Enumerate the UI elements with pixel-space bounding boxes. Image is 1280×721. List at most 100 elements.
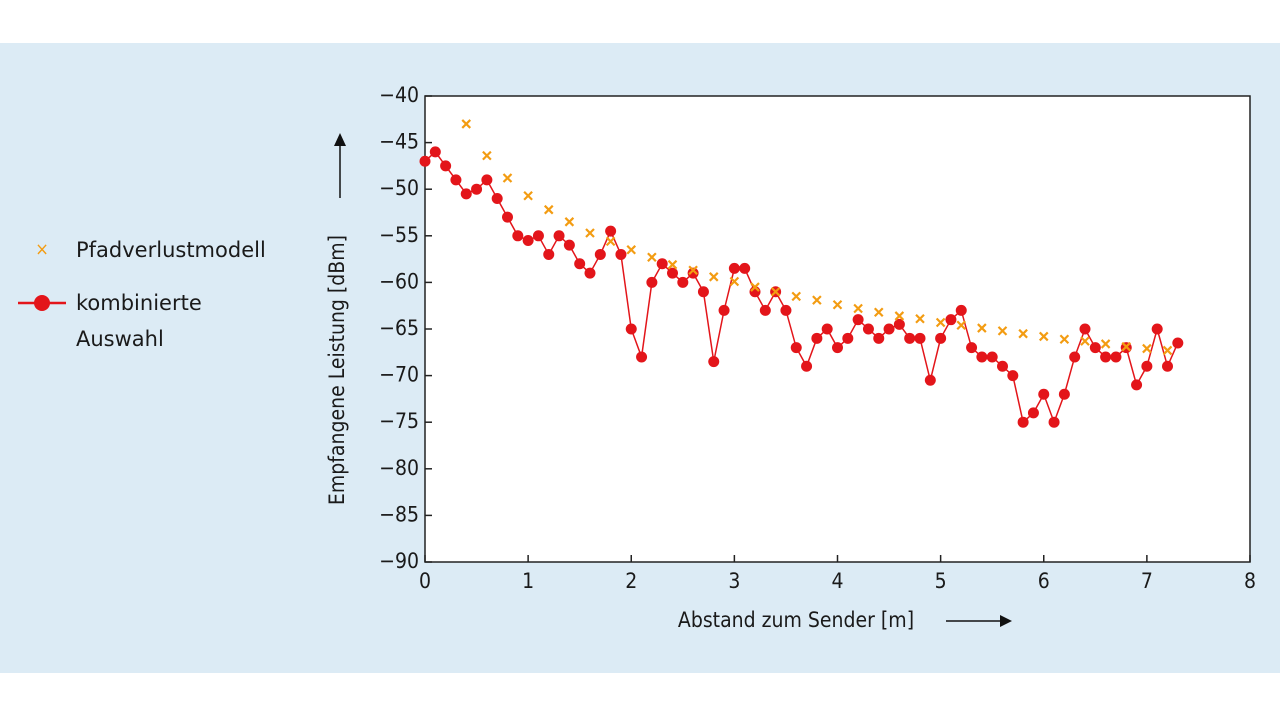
data-point: [502, 211, 513, 223]
data-point: [1121, 341, 1132, 352]
data-point: [811, 332, 823, 344]
data-point: [585, 228, 595, 238]
data-point: [956, 320, 967, 331]
data-point: [1131, 379, 1143, 391]
data-point: [491, 193, 503, 205]
data-point: [656, 258, 668, 270]
y-tick-label: −85: [379, 502, 419, 526]
data-point: [1048, 416, 1060, 428]
data-point: [460, 188, 472, 200]
data-point: [471, 183, 483, 195]
data-point: [646, 276, 658, 288]
data-point: [1038, 331, 1049, 342]
y-tick-label: −50: [379, 176, 419, 200]
data-point: [1069, 351, 1081, 363]
data-point: [1110, 351, 1122, 363]
data-point: [502, 173, 513, 183]
data-point: [594, 248, 606, 260]
data-point: [697, 286, 709, 298]
data-point: [759, 304, 771, 316]
data-point: [1151, 323, 1163, 335]
y-tick-label: −40: [379, 83, 419, 107]
data-point: [770, 286, 781, 297]
data-point: [852, 314, 864, 326]
y-axis-label: Empfangene Leistung [dBm]: [325, 235, 349, 505]
data-point: [667, 259, 678, 270]
data-point: [873, 307, 884, 318]
data-point: [677, 276, 689, 288]
x-tick-label: 0: [419, 569, 431, 593]
data-point: [615, 248, 627, 260]
data-point: [512, 230, 524, 242]
legend-marker-x: ×: [35, 239, 49, 260]
x-tick-label: 8: [1244, 569, 1256, 593]
data-point: [625, 323, 637, 335]
legend-label: Pfadverlustmodell: [76, 238, 266, 262]
data-point: [450, 174, 462, 186]
data-point: [605, 225, 617, 237]
data-point: [543, 248, 555, 260]
data-point: [997, 326, 1008, 336]
data-point: [667, 267, 678, 279]
data-point: [1162, 360, 1173, 372]
x-tick-label: 3: [728, 569, 740, 593]
data-point: [977, 323, 987, 333]
data-point: [842, 332, 854, 344]
data-point: [636, 351, 648, 363]
data-point: [522, 234, 534, 246]
data-point: [812, 295, 822, 305]
data-point: [1100, 339, 1111, 349]
y-tick-label: −45: [379, 130, 419, 154]
data-point: [780, 304, 792, 316]
data-point: [1018, 328, 1028, 339]
data-point: [801, 360, 813, 372]
data-point: [605, 236, 616, 247]
data-point: [647, 252, 657, 263]
data-point: [564, 217, 575, 227]
data-point: [924, 374, 936, 386]
data-point: [986, 351, 998, 363]
data-point: [1038, 388, 1050, 400]
data-point: [853, 303, 863, 314]
data-point: [914, 332, 926, 344]
data-point: [1100, 351, 1112, 363]
y-tick-label: −90: [379, 549, 419, 573]
data-point: [976, 351, 988, 363]
data-point: [832, 299, 843, 310]
data-point: [429, 146, 441, 158]
data-point: [419, 155, 431, 167]
data-point: [790, 342, 802, 354]
data-point: [523, 190, 533, 201]
plot-area: [424, 95, 1251, 563]
data-point: [1058, 388, 1070, 400]
data-point: [584, 267, 596, 279]
data-point: [1059, 334, 1070, 345]
data-point: [821, 323, 833, 335]
y-tick-label: −60: [379, 269, 419, 293]
data-point: [728, 262, 740, 274]
x-tick-label: 2: [625, 569, 637, 593]
data-point: [997, 360, 1008, 372]
data-point: [966, 342, 978, 354]
x-arrow-head: [1000, 615, 1012, 627]
data-point: [739, 262, 751, 274]
legend-marker-o: [34, 295, 50, 311]
data-point: [873, 332, 885, 344]
y-tick-label: −55: [379, 223, 419, 247]
data-point: [1079, 323, 1091, 335]
y-arrow-head: [334, 133, 346, 146]
data-point: [1172, 337, 1184, 349]
data-point: [1027, 407, 1039, 419]
data-point: [543, 204, 554, 215]
x-tick-label: 5: [935, 569, 947, 593]
legend-label: kombinierte Auswahl: [76, 291, 202, 351]
data-point: [708, 356, 720, 368]
y-tick-label: −65: [379, 316, 419, 340]
data-point: [1017, 416, 1029, 428]
data-point: [750, 282, 760, 292]
data-point: [904, 332, 916, 344]
data-point: [626, 245, 637, 255]
data-point: [1142, 343, 1152, 354]
